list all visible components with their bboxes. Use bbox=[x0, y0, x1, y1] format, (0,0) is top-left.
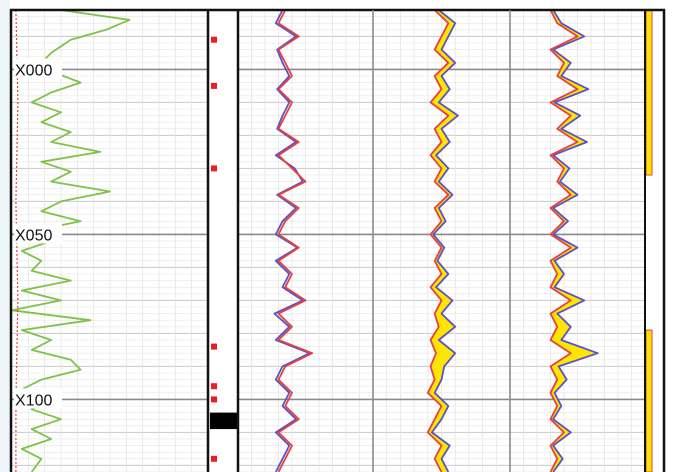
depth-marker bbox=[211, 455, 217, 462]
depth-marker bbox=[211, 396, 217, 403]
depth-marker bbox=[211, 383, 217, 390]
curve-blue bbox=[431, 9, 459, 472]
depth-label-bg bbox=[14, 388, 62, 409]
curve-blue bbox=[273, 9, 311, 472]
depth-marker bbox=[211, 82, 217, 89]
curve-red bbox=[426, 9, 450, 472]
depth-label-bg bbox=[14, 223, 62, 244]
depth-tick-label: X050 bbox=[15, 227, 52, 244]
frame-layer bbox=[9, 8, 666, 472]
flag-block bbox=[210, 412, 238, 430]
curve-red-dotted bbox=[15, 9, 19, 472]
depth-tick-label: X000 bbox=[15, 62, 52, 79]
depth-marker bbox=[211, 165, 217, 172]
depth-tick-label: X100 bbox=[15, 392, 52, 409]
flag-bar bbox=[645, 329, 653, 472]
depth-labels: X000 X050 X100 bbox=[14, 58, 62, 409]
curve-red bbox=[277, 9, 314, 472]
depth-marker bbox=[211, 343, 217, 350]
grid-layer bbox=[12, 9, 645, 472]
depth-axis-panel bbox=[0, 0, 10, 472]
figure-frame bbox=[9, 8, 666, 472]
curve-blue bbox=[552, 9, 599, 472]
depth-marker bbox=[211, 36, 217, 43]
flag-bar bbox=[645, 9, 653, 176]
depth-label-bg bbox=[14, 58, 62, 79]
data-layer bbox=[11, 9, 653, 472]
curve-red bbox=[549, 9, 579, 472]
